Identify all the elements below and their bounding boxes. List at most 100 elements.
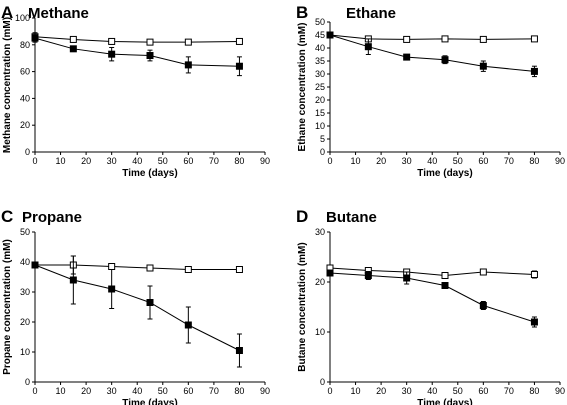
data-point	[441, 35, 449, 43]
x-tick-label: 70	[209, 156, 219, 166]
y-tick-label: 35	[315, 56, 325, 66]
y-tick-label: 15	[315, 108, 325, 118]
data-point	[530, 67, 538, 75]
x-axis-label: Time (days)	[122, 168, 177, 179]
y-tick-label: 0	[25, 147, 30, 157]
chart-panel-a: A Methane 0 10 20 30 40 50 60 70 80 90 0 20 40 60 80 100 T…	[1, 3, 270, 179]
data-point	[235, 37, 243, 45]
chart-panel-d: D Butane 0 10 20 30 40 50 60 70 80 90 0 10 20 30 Time (d…	[296, 207, 565, 405]
series-open-square	[31, 255, 243, 275]
series-open-square	[326, 264, 538, 279]
x-tick-label: 50	[158, 386, 168, 396]
chart-title: Ethane	[346, 5, 396, 22]
data-point	[235, 266, 243, 273]
data-point	[364, 43, 372, 51]
x-tick-label: 30	[402, 386, 412, 396]
x-tick-label: 70	[504, 156, 514, 166]
y-tick-label: 0	[25, 377, 30, 387]
data-point	[31, 34, 39, 42]
x-tick-label: 60	[478, 156, 488, 166]
y-tick-label: 30	[315, 227, 325, 237]
x-tick-label: 90	[260, 386, 270, 396]
y-tick-label: 100	[15, 13, 30, 23]
series-filled-square	[31, 33, 243, 77]
y-tick-label: 20	[20, 120, 30, 130]
y-tick-label: 0	[320, 147, 325, 157]
y-tick-label: 40	[20, 257, 30, 267]
x-tick-label: 70	[504, 386, 514, 396]
chart-panel-b: B Ethane 0 10 20 30 40 50 60 70 80 90 0 5 10 15 20 25 30 35…	[296, 3, 565, 179]
x-tick-label: 90	[555, 386, 565, 396]
data-point	[108, 37, 116, 45]
data-point	[326, 31, 334, 39]
data-point	[326, 269, 334, 277]
x-tick-label: 10	[351, 386, 361, 396]
data-point	[146, 52, 154, 60]
y-axis-label: Ethane concentration (mM)	[297, 23, 308, 152]
x-tick-label: 30	[402, 156, 412, 166]
x-tick-label: 40	[427, 156, 437, 166]
series-open-square	[31, 32, 243, 46]
x-tick-label: 10	[56, 156, 66, 166]
x-tick-label: 30	[107, 156, 117, 166]
x-tick-label: 40	[427, 386, 437, 396]
y-tick-label: 25	[315, 82, 325, 92]
x-tick-label: 0	[327, 156, 332, 166]
y-tick-label: 20	[315, 277, 325, 287]
chart-title: Butane	[326, 209, 377, 226]
data-point	[108, 285, 116, 293]
x-tick-label: 0	[327, 386, 332, 396]
series-line	[34, 264, 240, 351]
x-tick-label: 20	[81, 386, 91, 396]
series-line	[35, 264, 240, 270]
panel-letter: C	[1, 207, 13, 226]
x-axis-label: Time (days)	[417, 398, 472, 405]
data-point	[530, 271, 538, 278]
x-tick-label: 80	[529, 386, 539, 396]
y-axis-label: Propane concentration (mM)	[2, 239, 13, 375]
x-tick-label: 10	[351, 156, 361, 166]
data-point	[403, 274, 411, 282]
panel-letter: A	[1, 3, 13, 22]
chart-panel-c: C Propane 0 10 20 30 40 50 60 70 80 90 0 10 20 30 40 50 Ti…	[1, 207, 270, 405]
data-point	[184, 321, 192, 329]
x-tick-label: 20	[376, 386, 386, 396]
y-tick-label: 5	[320, 134, 325, 144]
x-tick-label: 60	[183, 386, 193, 396]
panel-letter: D	[296, 207, 308, 226]
x-tick-label: 30	[107, 386, 117, 396]
y-tick-label: 50	[315, 17, 325, 27]
x-tick-label: 50	[453, 156, 463, 166]
data-point	[184, 266, 192, 273]
series-line	[34, 37, 240, 67]
data-point	[530, 318, 538, 326]
x-tick-label: 90	[260, 156, 270, 166]
y-tick-label: 50	[20, 227, 30, 237]
x-axis-label: Time (days)	[122, 398, 177, 405]
data-point	[69, 276, 77, 284]
data-point	[69, 45, 77, 53]
x-tick-label: 60	[478, 386, 488, 396]
y-tick-label: 80	[20, 40, 30, 50]
y-axis-label: Butane concentration (mM)	[297, 242, 308, 371]
data-point	[184, 61, 192, 69]
x-tick-label: 0	[32, 156, 37, 166]
x-tick-label: 90	[555, 156, 565, 166]
data-point	[403, 35, 411, 43]
data-point	[146, 299, 154, 306]
x-tick-label: 60	[183, 156, 193, 166]
y-tick-label: 20	[20, 317, 30, 327]
y-tick-label: 30	[315, 69, 325, 79]
data-point	[479, 268, 487, 276]
series-line	[34, 36, 240, 43]
y-axis-label: Methane concentration (mM)	[2, 17, 13, 153]
y-tick-label: 10	[315, 327, 325, 337]
data-point	[530, 35, 538, 43]
data-point	[441, 272, 449, 279]
series-line	[329, 267, 535, 277]
x-tick-label: 20	[376, 156, 386, 166]
chart-title: Methane	[28, 5, 89, 22]
data-point	[31, 261, 39, 269]
panel-letter: B	[296, 3, 308, 22]
y-tick-label: 40	[20, 93, 30, 103]
